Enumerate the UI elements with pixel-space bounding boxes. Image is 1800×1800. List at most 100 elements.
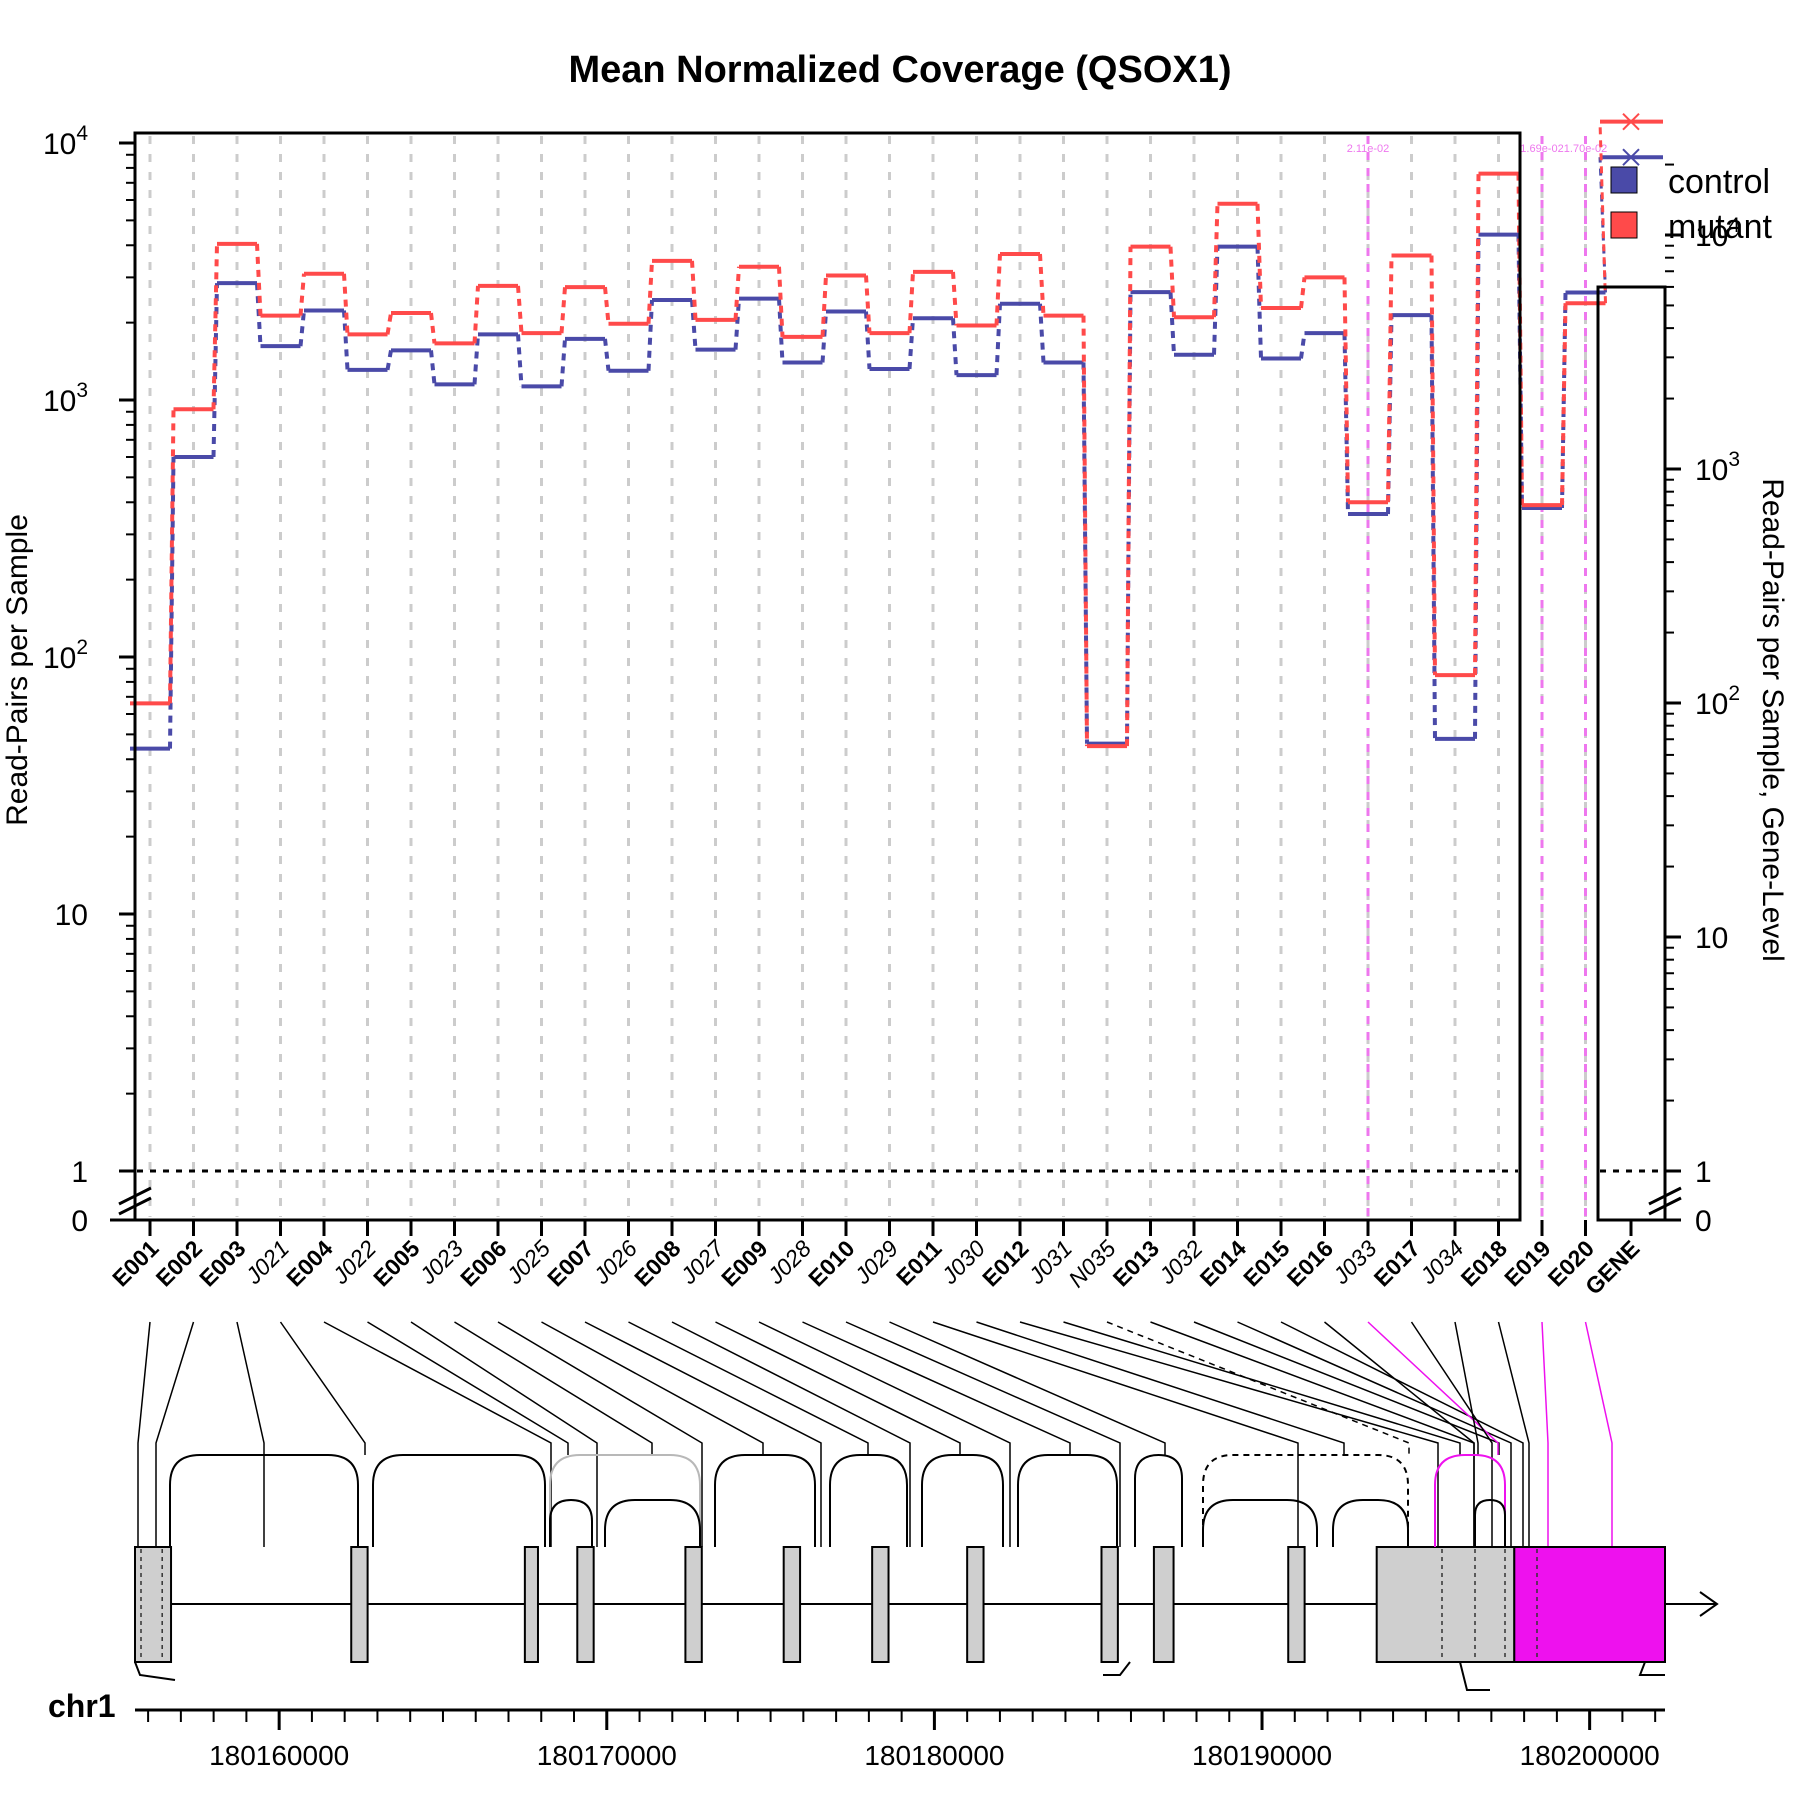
x-label-j031: J031 — [1023, 1235, 1077, 1289]
gene-model — [134, 1453, 1719, 1691]
exon-block-6 — [782, 1546, 802, 1663]
left-axis-tick-label-100: 102 — [43, 636, 88, 675]
x-label-e017: E017 — [1369, 1235, 1425, 1291]
mutant-connector-8 — [516, 285, 524, 334]
right-axis-tick-label-10: 10 — [1695, 922, 1728, 955]
junction-j026 — [604, 1499, 701, 1547]
legend-swatch-mutant — [1610, 211, 1638, 239]
control-connector-12 — [690, 299, 698, 350]
genome-tick-label-180200000: 180200000 — [1520, 1740, 1660, 1771]
connector-j026 — [628, 1321, 869, 1455]
right-axis-tick-label-1: 1 — [1695, 1156, 1712, 1189]
x-label-e016: E016 — [1282, 1235, 1338, 1291]
connector-e008 — [671, 1321, 911, 1547]
left-axis-tick-label-10: 10 — [55, 899, 88, 932]
mutant-connector-0 — [168, 409, 176, 704]
mutant-connector-18 — [951, 271, 959, 326]
junction-j030 — [1017, 1454, 1118, 1547]
mutant-connector-14 — [777, 266, 785, 338]
connector-j027 — [715, 1321, 961, 1455]
x-label-e005: E005 — [368, 1235, 425, 1292]
x-label-j028: J028 — [762, 1235, 817, 1290]
mutant-gene-connector — [1598, 121, 1607, 304]
right-axis-break-mark — [1648, 1196, 1682, 1216]
control-connector-4 — [342, 310, 350, 370]
control-connector-5 — [385, 350, 393, 371]
left-axis-break-mark — [118, 1196, 152, 1216]
x-category-labels: E001E002E003J021E004J022E005J023E006J025… — [107, 1218, 1645, 1300]
genome-tick-label-180180000: 180180000 — [864, 1740, 1004, 1771]
bracket-mark — [1103, 1661, 1131, 1676]
connector-e014 — [1237, 1321, 1512, 1547]
mutant-connector-32 — [1560, 303, 1568, 506]
mutant-connector-24 — [1212, 203, 1220, 318]
mutant-connector-11 — [646, 260, 654, 324]
junction-j-inner — [1474, 1498, 1506, 1547]
left-axis-tick-label-1: 1 — [71, 1156, 88, 1189]
mutant-connector-17 — [907, 271, 915, 334]
x-label-j022: J022 — [327, 1235, 382, 1290]
junction-j023 — [549, 1498, 593, 1547]
x-label-j027: J027 — [675, 1234, 730, 1289]
legend-label-control: control — [1668, 163, 1770, 201]
exon-block-8 — [966, 1546, 985, 1663]
connector-e005 — [410, 1321, 598, 1547]
control-connector-22 — [1125, 292, 1133, 744]
junction-j034 — [1332, 1499, 1409, 1547]
x-label-e015: E015 — [1238, 1235, 1295, 1292]
left-y-axis-label: Read-Pairs per Sample — [1, 514, 34, 826]
bracket-mark — [134, 1661, 176, 1681]
control-connector-18 — [951, 318, 959, 376]
right-axis-break-mark — [1648, 1186, 1682, 1206]
genome-tick-label-180160000: 180160000 — [209, 1740, 349, 1771]
feature-connectors — [137, 1321, 1613, 1547]
exon-block-11 — [1287, 1546, 1306, 1663]
connector-e001 — [137, 1321, 151, 1547]
exon-block-5 — [684, 1546, 703, 1663]
chart-title: Mean Normalized Coverage (QSOX1) — [568, 49, 1231, 91]
x-label-e011: E011 — [891, 1235, 947, 1291]
exon-block-13 — [1513, 1546, 1666, 1663]
connector-e011 — [932, 1321, 1299, 1547]
connector-j032 — [1193, 1321, 1500, 1455]
control-connector-16 — [864, 311, 872, 370]
mutant-connector-9 — [559, 286, 567, 334]
exon-block-4 — [576, 1546, 595, 1663]
genome-tick-label-180190000: 180190000 — [1192, 1740, 1332, 1771]
mutant-connector-23 — [1168, 246, 1176, 318]
connector-e017 — [1410, 1321, 1493, 1547]
mutant-connector-25 — [1255, 203, 1263, 309]
mutant-connector-13 — [733, 266, 741, 321]
control-connector-25 — [1255, 246, 1263, 359]
control-connector-23 — [1168, 291, 1176, 355]
connector-e009 — [758, 1321, 1011, 1547]
x-label-e002: E002 — [151, 1235, 207, 1291]
x-label-j025: J025 — [501, 1235, 556, 1290]
exon-block-7 — [871, 1546, 890, 1663]
x-label-j021: J021 — [240, 1235, 294, 1289]
mutant-connector-30 — [1473, 173, 1481, 676]
junction-j021 — [169, 1454, 359, 1547]
bracket-mark — [1459, 1661, 1490, 1691]
mutant-connector-7 — [472, 285, 480, 344]
x-label-e013: E013 — [1108, 1235, 1164, 1291]
junction-j022 — [372, 1454, 546, 1547]
junction-j032 — [1202, 1499, 1318, 1547]
mutant-gene-point — [1622, 112, 1640, 131]
genome-axis: 180160000 180170000 180180000 180190000 1802… — [135, 1708, 1665, 1771]
mutant-connector-29 — [1429, 255, 1437, 676]
control-connector-9 — [559, 338, 567, 387]
right-y-axis-label: Read-Pairs per Sample, Gene-Level — [1756, 478, 1789, 962]
chromosome-label: chr1 — [48, 1688, 116, 1724]
left-axis-tick-label-10000: 104 — [43, 122, 88, 161]
mutant-connector-16 — [864, 275, 872, 334]
connector-j023 — [454, 1321, 653, 1455]
gene-plot-frame — [1596, 285, 1667, 1222]
right-axis-tick-label-100: 102 — [1695, 682, 1740, 721]
legend: control mutant — [1610, 163, 1772, 246]
mutant-connector-28 — [1386, 255, 1394, 503]
control-gene-point — [1622, 148, 1640, 166]
control-connector-10 — [603, 338, 611, 371]
main-plot-frame — [133, 131, 1522, 1222]
control-connector-27 — [1342, 333, 1350, 515]
